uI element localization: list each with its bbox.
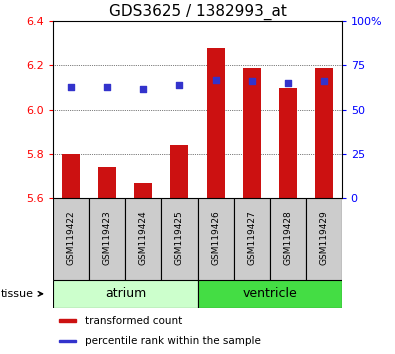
Text: tissue: tissue — [1, 289, 43, 299]
Point — [104, 84, 111, 90]
Bar — [53, 280, 198, 308]
Text: GSM119425: GSM119425 — [175, 210, 184, 265]
Text: percentile rank within the sample: percentile rank within the sample — [85, 336, 261, 346]
Bar — [126, 198, 162, 280]
Text: GSM119424: GSM119424 — [139, 210, 148, 265]
Bar — [62, 154, 80, 198]
Bar — [53, 198, 89, 280]
Bar — [134, 183, 152, 198]
Title: GDS3625 / 1382993_at: GDS3625 / 1382993_at — [109, 4, 286, 20]
Point — [176, 82, 182, 88]
Text: GSM119426: GSM119426 — [211, 210, 220, 265]
Text: GSM119427: GSM119427 — [247, 210, 256, 265]
Bar — [162, 198, 198, 280]
Bar — [233, 198, 270, 280]
Bar — [207, 48, 224, 198]
Point — [213, 77, 219, 82]
Bar — [315, 68, 333, 198]
Point — [248, 79, 255, 84]
Text: GSM119423: GSM119423 — [103, 210, 112, 265]
Point — [320, 79, 327, 84]
Text: transformed count: transformed count — [85, 316, 182, 326]
Text: ventricle: ventricle — [242, 287, 297, 300]
Bar — [278, 88, 297, 198]
Bar — [270, 198, 306, 280]
Bar — [59, 340, 76, 343]
Bar — [198, 198, 233, 280]
Bar — [171, 145, 188, 198]
Text: GSM119428: GSM119428 — [283, 210, 292, 265]
Point — [140, 86, 147, 91]
Text: GSM119422: GSM119422 — [67, 210, 76, 265]
Text: atrium: atrium — [105, 287, 146, 300]
Bar — [89, 198, 126, 280]
Point — [284, 80, 291, 86]
Bar — [198, 280, 342, 308]
Bar — [306, 198, 342, 280]
Text: GSM119429: GSM119429 — [319, 210, 328, 265]
Point — [68, 84, 75, 90]
Bar — [59, 319, 76, 322]
Bar — [98, 167, 117, 198]
Bar — [243, 68, 261, 198]
